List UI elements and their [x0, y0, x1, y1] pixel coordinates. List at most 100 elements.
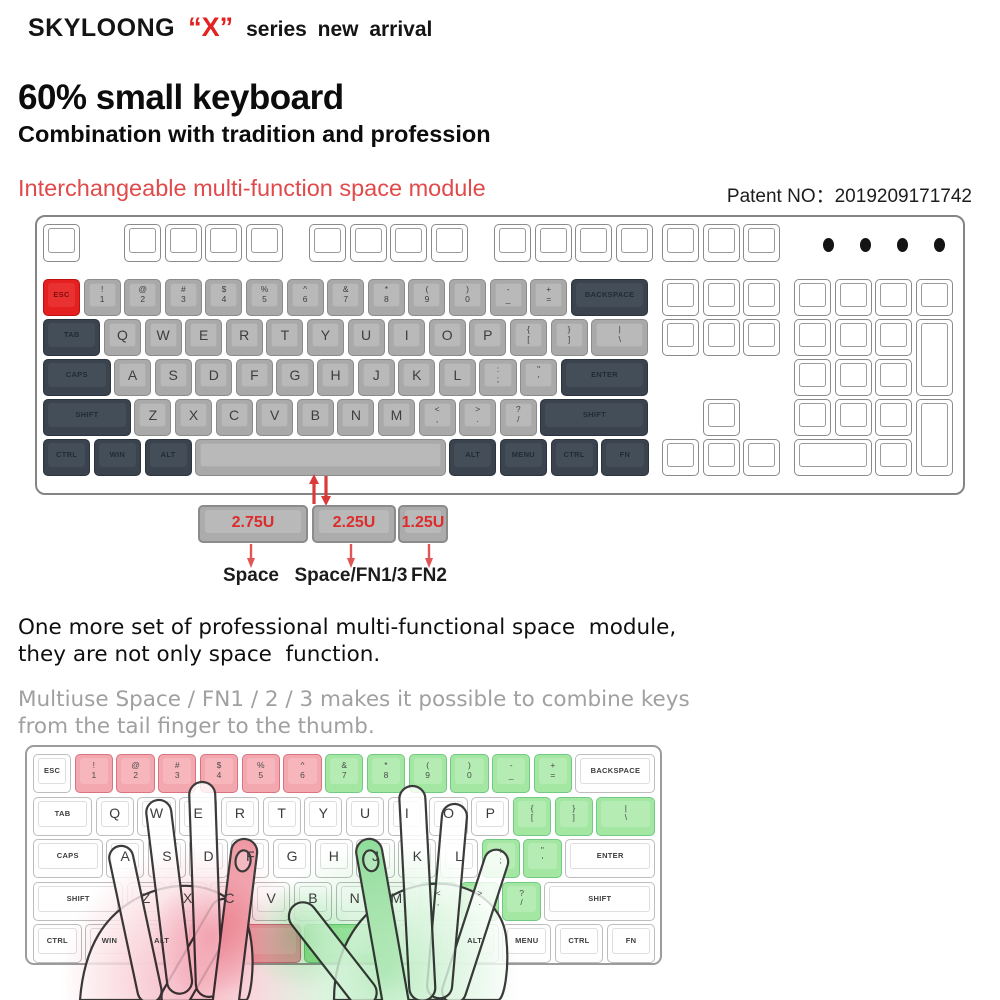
key-x: X [174, 399, 213, 436]
key-m: M [377, 881, 416, 921]
key-}: }] [554, 796, 593, 836]
key-c: C [215, 399, 253, 436]
key-blank [875, 319, 913, 356]
key-blank [390, 224, 428, 262]
note-paragraph: Multiuse Space / FN1 / 2 / 3 makes it po… [18, 687, 690, 739]
key-w: W [144, 319, 182, 356]
key-blank [349, 224, 387, 262]
feature-heading: Interchangeable multi-function space mod… [18, 175, 486, 201]
key-blank [702, 279, 740, 316]
key-blank [662, 224, 700, 262]
key-!: ! 1 [74, 754, 113, 793]
key-alt: ALT [137, 924, 186, 963]
key-&: & 7 [325, 754, 364, 793]
key-blank [702, 439, 740, 476]
key-z: Z [134, 399, 172, 436]
key-blank [794, 359, 832, 396]
key-:: :; [479, 359, 517, 396]
page-subtitle: Combination with tradition and professio… [18, 121, 491, 147]
key-menu: MENU [499, 439, 547, 476]
key-enter: ENTER [560, 359, 649, 396]
key-win: WIN [85, 924, 134, 963]
key-h: H [314, 839, 353, 878]
key-blank [743, 319, 781, 356]
key-*: * 8 [366, 754, 406, 793]
key-alt: ALT [449, 439, 497, 476]
key-v: V [256, 399, 294, 436]
key-blank [662, 319, 700, 356]
key-k: K [398, 839, 437, 878]
key-blank [534, 224, 572, 262]
led-indicator-icon [860, 238, 871, 252]
key-?: ? / [499, 399, 537, 436]
key-g: G [272, 839, 312, 878]
key-l: L [439, 839, 479, 878]
key-blank [702, 224, 740, 262]
module-function-label: Space/FN1/3 [294, 565, 408, 586]
key-*: * 8 [367, 279, 405, 316]
key-s: S [154, 359, 192, 396]
key-a: A [106, 839, 145, 878]
key-backspace: BACKSPACE [570, 279, 649, 316]
key-ctrl: CTRL [43, 439, 91, 476]
key-f: F [235, 359, 273, 396]
key-n: N [335, 881, 374, 921]
key-blank [875, 399, 913, 436]
key-blank [304, 924, 395, 963]
key-backspace: BACKSPACE [575, 754, 656, 793]
key-blank [743, 279, 781, 316]
space-module-key-1.25U: 1.25U [398, 505, 448, 543]
key-blank [834, 399, 872, 436]
key-g: G [276, 359, 314, 396]
key-alt: ALT [450, 924, 499, 963]
key-<: <, [418, 399, 456, 436]
page-title: 60% small keyboard [18, 78, 344, 117]
key-u: U [347, 319, 385, 356]
key-tab: TAB [43, 319, 101, 356]
key-#: #3 [158, 754, 197, 793]
patent-number: Patent NO：2019209171742 [726, 186, 972, 207]
key-blank [430, 224, 468, 262]
module-function-label: FN2 [411, 565, 447, 586]
led-indicator-icon [934, 238, 945, 252]
key-blank [794, 279, 832, 316]
key-ctrl: CTRL [33, 924, 82, 963]
key-p: P [471, 796, 510, 836]
key-blank [875, 359, 913, 396]
key-blank [662, 279, 700, 316]
key-u: U [345, 796, 385, 836]
key-b: B [293, 881, 333, 921]
key-%: % 5 [241, 754, 280, 793]
key-blank [834, 359, 872, 396]
key--: - _ [489, 279, 527, 316]
key->: >. [460, 881, 499, 921]
key-o: O [429, 796, 468, 836]
key-esc: ESC [33, 754, 72, 793]
key-blank [875, 279, 913, 316]
key-y: Y [306, 319, 344, 356]
key-p: P [469, 319, 507, 356]
key-blank [205, 224, 243, 262]
led-indicator-icon [897, 238, 908, 252]
key-!: ! 1 [83, 279, 121, 316]
key-blank [702, 399, 740, 436]
brand-logo: SKYLOONG “X” series new arrival [28, 12, 432, 43]
key-r: R [225, 319, 263, 356]
series-x-badge: “X” [188, 12, 234, 42]
key-t: T [262, 796, 301, 836]
key-shift: SHIFT [33, 881, 124, 921]
key-blank [398, 924, 447, 963]
key-l: L [438, 359, 476, 396]
space-module-key-2.25U: 2.25U [312, 505, 396, 543]
key-alt: ALT [144, 439, 192, 476]
key-(: (9 [408, 754, 447, 793]
key-blank [164, 224, 202, 262]
key-|: | \ [596, 796, 656, 836]
key-shift: SHIFT [544, 881, 656, 921]
key-<: <, [419, 881, 458, 921]
keyboard-illustration-60: ESC! 1 @2 #3 $4% 5 ^ 6 & 7 * 8(9) 0- _ + = BACKSPACE TAB Q… [25, 745, 662, 965]
key-": " ' [520, 359, 558, 396]
key-shift: SHIFT [540, 399, 649, 436]
key-o: O [428, 319, 466, 356]
